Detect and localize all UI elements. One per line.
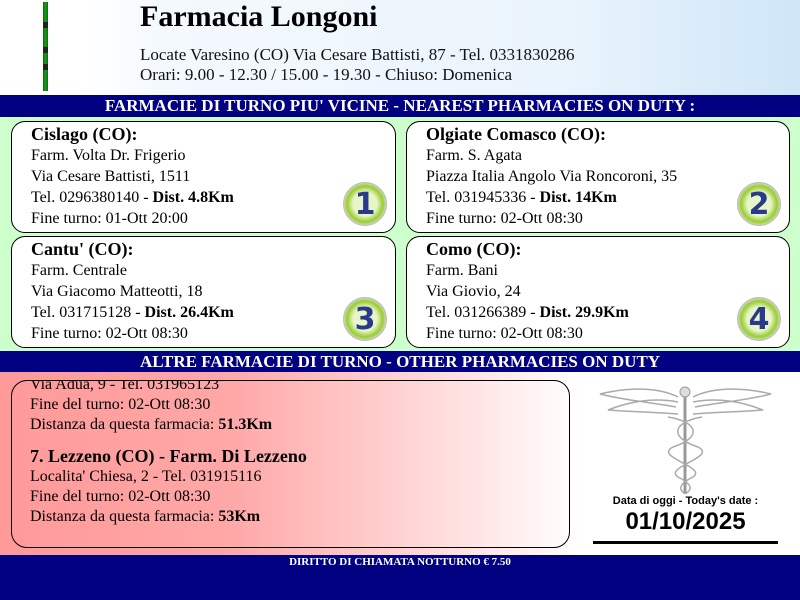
list-item-distance: 51.3Km	[218, 416, 273, 433]
card-distance: Dist. 29.9Km	[539, 304, 629, 321]
rank-badge-icon: 3	[343, 297, 387, 341]
card-name: Farm. S. Agata	[426, 147, 522, 164]
nearest-heading: FARMACIE DI TURNO PIU' VICINE - NEAREST …	[0, 95, 800, 117]
pharmacy-address: Locate Varesino (CO) Via Cesare Battisti…	[140, 45, 575, 64]
others-heading: ALTRE FARMACIE DI TURNO - OTHER PHARMACI…	[0, 351, 800, 372]
pharmacy-card: Cislago (CO): Farm. Volta Dr. Frigerio V…	[11, 121, 396, 233]
nearest-pharmacies: Cislago (CO): Farm. Volta Dr. Frigerio V…	[0, 117, 800, 351]
card-tel: Tel. 031266389 -	[426, 304, 540, 321]
pharmacy-title: Farmacia Longoni	[140, 0, 378, 33]
card-name: Farm. Volta Dr. Frigerio	[31, 147, 186, 164]
card-name: Farm. Bani	[426, 262, 498, 279]
card-distance: Dist. 14Km	[539, 189, 617, 206]
card-tel: Tel. 0296380140 -	[31, 189, 153, 206]
card-address: Via Giovio, 24	[426, 283, 521, 300]
pharmacy-card: Como (CO): Farm. Bani Via Giovio, 24 Tel…	[406, 236, 790, 348]
other-pharmacies: Via Adua, 9 - Tel. 031965123 Fine del tu…	[0, 372, 800, 555]
scrolling-pharmacy-list[interactable]: Via Adua, 9 - Tel. 031965123 Fine del tu…	[11, 380, 570, 548]
card-end: Fine turno: 01-Ott 20:00	[31, 210, 188, 227]
date-value: 01/10/2025	[625, 508, 746, 535]
card-city: Olgiate Comasco (CO):	[426, 124, 606, 144]
list-item-distance: 53Km	[218, 508, 261, 525]
pharmacy-logo	[43, 2, 48, 91]
card-address: Via Giacomo Matteotti, 18	[31, 283, 203, 300]
list-item-distance-label: Distanza da questa farmacia:	[30, 416, 219, 433]
list-background: Via Adua, 9 - Tel. 031965123 Fine del tu…	[0, 372, 580, 555]
list-item-end: Fine del turno: 02-Ott 08:30	[30, 488, 211, 505]
night-call-fee: DIRITTO DI CHIAMATA NOTTURNO € 7.50	[289, 556, 511, 568]
card-distance: Dist. 26.4Km	[144, 304, 234, 321]
rank-badge-icon: 4	[737, 297, 781, 341]
card-end: Fine turno: 02-Ott 08:30	[426, 325, 583, 342]
card-address: Via Cesare Battisti, 1511	[31, 168, 191, 185]
card-end: Fine turno: 02-Ott 08:30	[426, 210, 583, 227]
card-tel: Tel. 031945336 -	[426, 189, 540, 206]
card-city: Cantu' (CO):	[31, 239, 134, 259]
header: Farmacia Longoni Locate Varesino (CO) Vi…	[0, 0, 800, 95]
date-divider	[593, 541, 778, 544]
card-distance: Dist. 4.8Km	[152, 189, 234, 206]
list-item-distance-label: Distanza da questa farmacia:	[30, 508, 219, 525]
card-end: Fine turno: 02-Ott 08:30	[31, 325, 188, 342]
list-item-address: Localita' Chiesa, 2 - Tel. 031915116	[30, 468, 262, 485]
card-address: Piazza Italia Angolo Via Roncoroni, 35	[426, 168, 678, 185]
pharmacy-card: Cantu' (CO): Farm. Centrale Via Giacomo …	[11, 236, 396, 348]
pharmacy-card: Olgiate Comasco (CO): Farm. S. Agata Pia…	[406, 121, 790, 233]
rank-badge-icon: 1	[343, 182, 387, 226]
list-item-address: Via Adua, 9 - Tel. 031965123	[30, 380, 220, 393]
card-city: Como (CO):	[426, 239, 522, 259]
list-item-end: Fine del turno: 02-Ott 08:30	[30, 396, 211, 413]
pharmacy-hours: Orari: 9.00 - 12.30 / 15.00 - 19.30 - Ch…	[140, 65, 513, 84]
footer: DIRITTO DI CHIAMATA NOTTURNO € 7.50	[0, 555, 800, 600]
caduceus-icon	[599, 386, 772, 494]
list-item-title: 7. Lezzeno (CO) - Farm. Di Lezzeno	[30, 446, 307, 466]
date-label: Data di oggi - Today's date :	[612, 495, 759, 507]
card-tel: Tel. 031715128 -	[31, 304, 145, 321]
rank-badge-icon: 2	[737, 182, 781, 226]
card-city: Cislago (CO):	[31, 124, 138, 144]
card-name: Farm. Centrale	[31, 262, 127, 279]
